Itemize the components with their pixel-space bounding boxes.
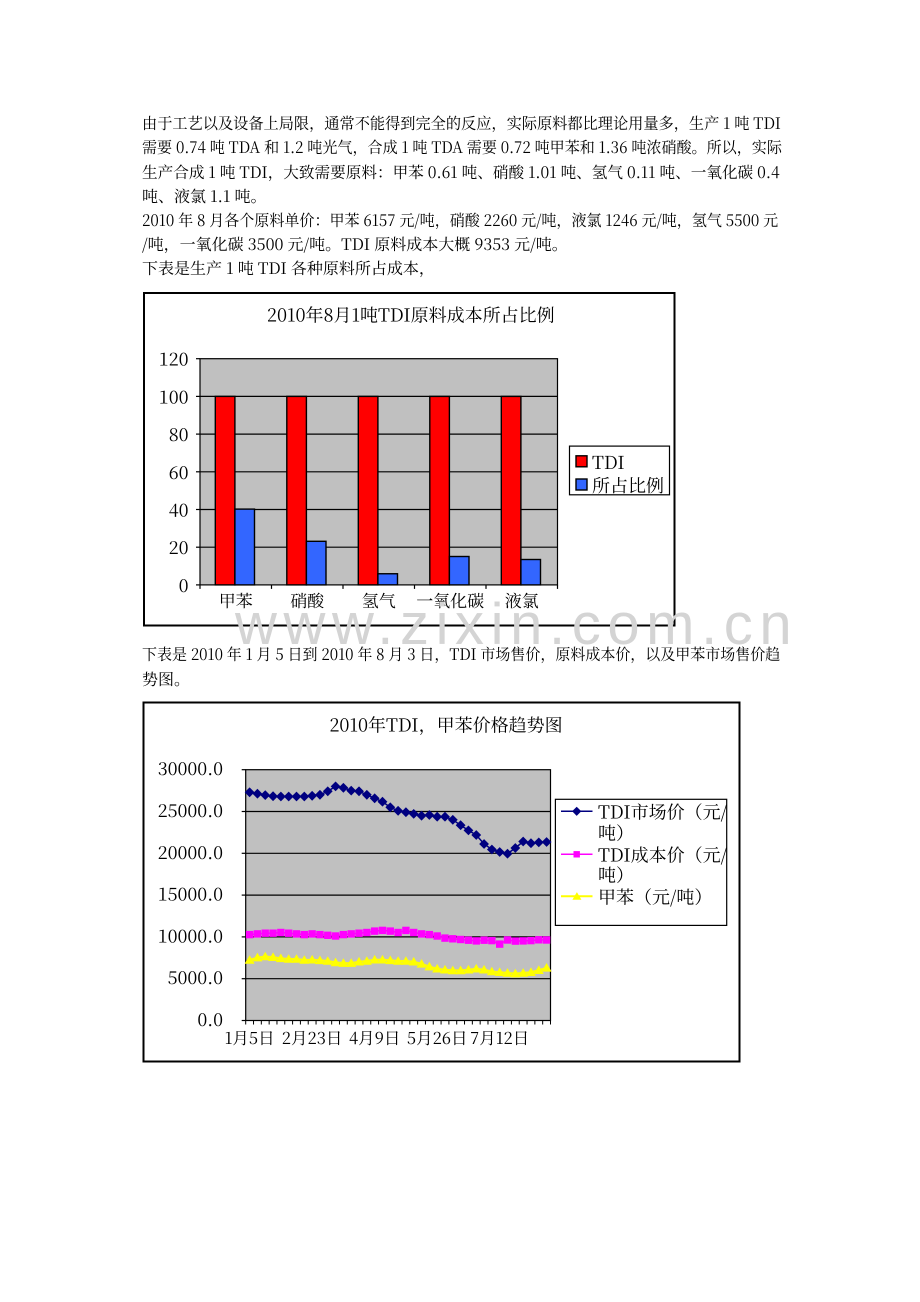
svg-text:10000.0: 10000.0 xyxy=(158,922,223,948)
svg-text:7月12日: 7月12日 xyxy=(470,1025,529,1049)
svg-text:100: 100 xyxy=(159,383,189,409)
svg-text:液氯: 液氯 xyxy=(505,587,539,612)
svg-text:吨）: 吨） xyxy=(598,819,634,845)
svg-text:甲苯（元/吨）: 甲苯（元/吨） xyxy=(598,883,712,909)
svg-text:0.0: 0.0 xyxy=(197,1006,223,1032)
svg-text:TDI市场价（元/: TDI市场价（元/ xyxy=(598,798,728,824)
svg-text:2010年8月1吨TDI原料成本所占比例: 2010年8月1吨TDI原料成本所占比例 xyxy=(267,302,555,328)
svg-text:25000.0: 25000.0 xyxy=(158,797,223,823)
svg-text:TDI: TDI xyxy=(592,449,625,475)
svg-text:4月9日: 4月9日 xyxy=(349,1025,400,1049)
svg-text:吨）: 吨） xyxy=(598,861,634,887)
svg-text:TDI成本价（元/: TDI成本价（元/ xyxy=(598,841,728,867)
svg-text:60: 60 xyxy=(169,459,189,485)
svg-text:120: 120 xyxy=(159,346,189,372)
svg-text:2010年TDI，甲苯价格趋势图: 2010年TDI，甲苯价格趋势图 xyxy=(329,712,562,738)
svg-text:5月26日: 5月26日 xyxy=(407,1025,468,1049)
svg-text:2月23日: 2月23日 xyxy=(282,1025,343,1049)
svg-text:15000.0: 15000.0 xyxy=(158,881,223,907)
svg-text:5000.0: 5000.0 xyxy=(168,964,223,990)
svg-text:20: 20 xyxy=(169,534,189,560)
svg-text:30000.0: 30000.0 xyxy=(158,755,223,781)
svg-text:20000.0: 20000.0 xyxy=(158,839,223,865)
svg-text:一氧化碳: 一氧化碳 xyxy=(416,587,484,612)
svg-text:80: 80 xyxy=(169,421,189,447)
svg-text:0: 0 xyxy=(179,572,189,598)
svg-text:甲苯: 甲苯 xyxy=(219,587,253,612)
svg-text:1月5日: 1月5日 xyxy=(225,1025,275,1049)
svg-text:40: 40 xyxy=(169,497,189,523)
svg-text:硝酸: 硝酸 xyxy=(290,587,324,612)
svg-text:氢气: 氢气 xyxy=(362,587,396,612)
svg-text:所占比例: 所占比例 xyxy=(592,472,664,498)
